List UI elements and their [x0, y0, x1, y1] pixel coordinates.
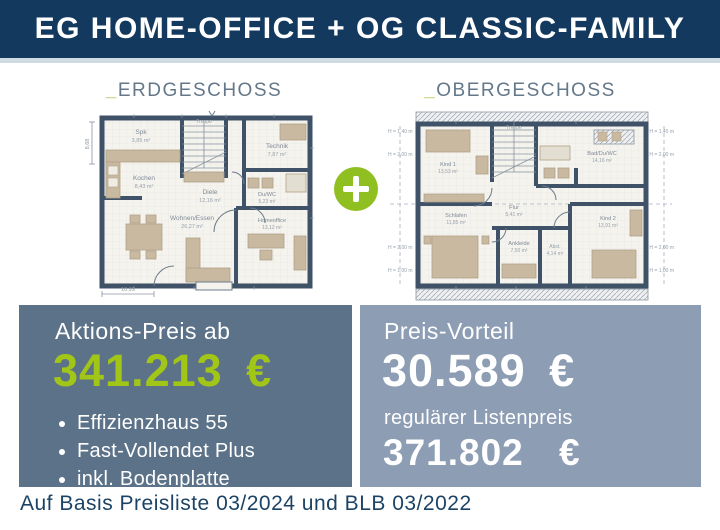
price-advantage-panel: Preis-Vorteil 30.589 € regulärer Listenp…	[360, 305, 701, 487]
room-label: Ankleide	[508, 241, 529, 247]
room-area: 13,53 m²	[438, 169, 458, 175]
og-dimensions: H = 1,40 m H = 2,00 m H = 2,00 m H = 1,0…	[388, 120, 674, 290]
eg-terrace-door	[195, 281, 233, 291]
og-right-dim: H = 1,40 m	[649, 129, 674, 135]
og-left-dim: H = 2,00 m	[388, 245, 413, 251]
room-area: 26,27 m²	[181, 224, 203, 230]
eg-dimensions: 10,93 8,68	[85, 114, 314, 297]
room-label: Treppe	[506, 125, 522, 131]
erdgeschoss-label: _ERDGESCHOSS	[64, 80, 324, 102]
og-right-dim: H = 2,00 m	[649, 245, 674, 251]
feature-list: Effizienzhaus 55 Fast-Vollendet Plus ink…	[57, 409, 342, 493]
feature-item: Effizienzhaus 55	[77, 409, 342, 437]
eg-width-dim: 10,93	[121, 287, 135, 293]
underscore-accent: _	[105, 80, 118, 101]
room-label: Kochen	[133, 175, 155, 182]
room-area: 7,50 m²	[511, 248, 528, 254]
og-interior-walls	[418, 124, 646, 286]
obergeschoss-label: _OBERGESCHOSS	[385, 80, 655, 102]
action-price-panel: Aktions-Preis ab 341.213 € Effizienzhaus…	[19, 305, 352, 490]
room-area: 14,16 m²	[592, 158, 612, 164]
og-kneewall-lines	[390, 126, 672, 284]
room-label: Abst.	[549, 244, 560, 250]
room-label: Flur	[509, 205, 519, 211]
room-label: Kind 2	[600, 216, 616, 222]
room-area: 4,14 m²	[547, 251, 564, 257]
og-room-labels: Kind 1 13,53 m² Bad/Du/WC 14,16 m² Flur …	[438, 125, 618, 257]
og-stairs	[491, 124, 537, 179]
price-advantage-value: 30.589 €	[382, 345, 576, 396]
room-area: 13,12 m²	[262, 225, 282, 231]
eg-vent-mark	[208, 110, 216, 117]
room-area: 5,41 m²	[506, 212, 523, 218]
og-left-dim: H = 1,00 m	[388, 268, 413, 274]
feature-item: inkl. Bodenplatte	[77, 465, 342, 493]
eg-room-labels: Spk 3,85 m² Kochen 8,43 m² Technik 7,87 …	[132, 119, 289, 231]
room-label: Du/WC	[258, 192, 276, 198]
og-right-dim: H = 1,00 m	[649, 268, 674, 274]
action-price-label: Aktions-Preis ab	[55, 318, 231, 344]
room-label: Schlafen	[445, 213, 467, 219]
price-basis-note: Auf Basis Preisliste 03/2024 und BLB 03/…	[20, 492, 472, 515]
floorplan-obergeschoss: Kind 1 13,53 m² Bad/Du/WC 14,16 m² Flur …	[388, 111, 674, 301]
og-left-dim: H = 2,00 m	[388, 152, 413, 158]
room-label: Homeoffice	[258, 218, 286, 224]
room-label: Bad/Du/WC	[587, 151, 617, 157]
plus-icon	[334, 167, 378, 211]
page-title: EG HOME-OFFICE + OG CLASSIC-FAMILY	[34, 12, 686, 45]
eg-doors	[153, 171, 266, 287]
list-price-value: 371.802 €	[383, 431, 581, 473]
erdgeschoss-label-text: ERDGESCHOSS	[117, 80, 283, 101]
room-area: 11,85 m²	[446, 220, 466, 226]
og-roof-overhang-bottom	[415, 288, 649, 301]
price-advantage-label: Preis-Vorteil	[384, 318, 515, 344]
eg-shower	[285, 173, 307, 193]
og-roof-overhang-top	[415, 111, 649, 124]
og-furniture	[423, 129, 643, 279]
underscore-accent: _	[424, 80, 437, 101]
og-left-dim: H = 1,40 m	[388, 129, 413, 135]
room-area: 8,43 m²	[135, 184, 154, 190]
room-label: Wohnen/Essen	[170, 215, 214, 222]
feature-item: Fast-Vollendet Plus	[77, 437, 342, 465]
og-right-dim: H = 2,00 m	[649, 152, 674, 158]
eg-stairs	[181, 120, 227, 175]
obergeschoss-label-text: OBERGESCHOSS	[436, 80, 616, 101]
action-price-value: 341.213 €	[53, 345, 273, 396]
room-area: 13,91 m²	[598, 223, 618, 229]
room-area: 12,16 m²	[199, 198, 221, 204]
og-utility-units	[597, 131, 622, 142]
og-doors	[473, 185, 571, 243]
room-label: Kind 1	[440, 162, 456, 168]
room-label: Treppe	[196, 119, 212, 125]
room-label: Technik	[266, 143, 289, 150]
eg-height-dim: 8,68	[85, 139, 91, 150]
list-price-label: regulärer Listenpreis	[384, 406, 573, 429]
room-area: 3,85 m²	[132, 138, 151, 144]
room-label: Spk	[135, 129, 147, 136]
eg-appliances	[107, 165, 119, 188]
og-bathtub	[539, 145, 571, 161]
room-area: 5,23 m²	[259, 199, 276, 205]
header-bar: EG HOME-OFFICE + OG CLASSIC-FAMILY	[0, 0, 720, 63]
floorplan-erdgeschoss: Spk 3,85 m² Kochen 8,43 m² Technik 7,87 …	[85, 110, 314, 297]
room-label: Diele	[203, 189, 218, 196]
room-area: 7,87 m²	[268, 152, 287, 158]
